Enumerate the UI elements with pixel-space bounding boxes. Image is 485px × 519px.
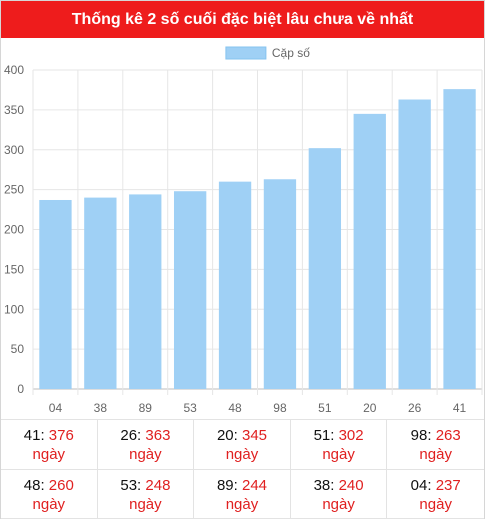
x-tick-label: 26 — [408, 401, 422, 415]
stat-days-value: 263 — [435, 427, 461, 444]
stat-cell: 20: 345 ngày — [194, 420, 291, 470]
x-tick-label: 04 — [49, 401, 63, 415]
stat-unit: ngày — [225, 446, 259, 463]
x-tick-label: 89 — [139, 401, 153, 415]
bar — [84, 197, 117, 389]
stat-separator: : — [233, 476, 242, 494]
stat-separator: : — [233, 427, 242, 444]
stat-separator: : — [330, 476, 339, 494]
stat-unit: ngày — [129, 495, 162, 513]
stat-days-value: 363 — [145, 427, 171, 444]
y-tick-label: 350 — [4, 103, 24, 117]
bar — [443, 89, 476, 389]
x-tick-label: 48 — [228, 401, 242, 415]
bar — [218, 181, 252, 389]
stat-separator: : — [40, 427, 49, 444]
bar-chart: Cặp số 0 50 100 150 200 250 300 350 400 04 38 89 53 48… — [1, 38, 484, 417]
bar — [39, 199, 72, 389]
stat-days-value: 248 — [145, 476, 171, 494]
bar — [398, 99, 431, 389]
stat-unit: ngày — [32, 495, 66, 513]
bar — [173, 191, 207, 389]
stat-number: 89 — [216, 476, 234, 494]
y-tick-label: 0 — [17, 382, 24, 396]
stat-days-value: 237 — [435, 476, 461, 494]
legend-swatch — [225, 46, 267, 60]
stat-cell: 38: 240 ngày — [290, 469, 388, 519]
stat-unit: ngày — [32, 446, 66, 463]
stat-cell: 48: 260 ngày — [1, 469, 98, 519]
stat-unit: ngày — [322, 495, 355, 513]
stat-separator: : — [137, 427, 146, 444]
x-tick-label: 41 — [453, 401, 467, 415]
stat-number: 41 — [23, 427, 41, 444]
bar — [308, 148, 342, 389]
bar — [263, 179, 297, 389]
stat-number: 26 — [120, 427, 138, 444]
x-tick-label: 53 — [183, 401, 197, 415]
y-tick-label: 50 — [11, 342, 25, 356]
stat-separator: : — [427, 427, 436, 444]
x-tick-label: 98 — [273, 401, 287, 415]
stat-number: 98 — [410, 427, 428, 444]
y-tick-label: 400 — [4, 63, 24, 77]
stat-cell: 98: 263 ngày — [387, 420, 484, 470]
stat-number: 38 — [313, 476, 331, 494]
stat-unit: ngày — [129, 446, 162, 463]
y-tick-label: 250 — [4, 183, 24, 197]
chart-svg: Cặp số 0 50 100 150 200 250 300 350 400 04 38 89 53 48… — [4, 46, 483, 415]
stat-number: 51 — [313, 427, 331, 444]
stat-cell: 53: 248 ngày — [97, 469, 195, 519]
stat-unit: ngày — [322, 446, 355, 463]
stat-days-value: 302 — [338, 427, 364, 444]
y-tick-label: 300 — [4, 143, 24, 157]
legend-label: Cặp số — [272, 46, 310, 60]
stat-unit: ngày — [419, 495, 452, 513]
stats-grid: 41: 376 ngày 26: 363 ngày 20: 345 ngày 51: 302… — [1, 419, 484, 519]
stat-number: 04 — [410, 476, 428, 494]
stat-separator: : — [40, 476, 49, 494]
stat-days-value: 240 — [338, 476, 364, 494]
stat-cell: 89: 244 ngày — [194, 469, 291, 519]
stat-number: 53 — [120, 476, 138, 494]
stat-unit: ngày — [419, 446, 452, 463]
stat-cell: 51: 302 ngày — [290, 420, 388, 470]
stat-number: 48 — [23, 476, 41, 494]
stat-cell: 26: 363 ngày — [97, 420, 195, 470]
page-title: Thống kê 2 số cuối đặc biệt lâu chưa về … — [1, 1, 484, 38]
stat-separator: : — [137, 476, 146, 494]
stat-number: 20 — [216, 427, 234, 444]
y-tick-label: 200 — [4, 223, 24, 237]
stat-days-value: 260 — [48, 476, 74, 494]
x-tick-label: 38 — [94, 401, 108, 415]
stat-days-value: 345 — [241, 427, 268, 444]
x-tick-label: 51 — [318, 401, 332, 415]
stat-days-value: 376 — [48, 427, 74, 444]
stat-cell: 04: 237 ngày — [387, 470, 484, 519]
stat-unit: ngày — [225, 495, 259, 513]
y-tick-label: 150 — [4, 262, 24, 276]
x-tick-label: 20 — [363, 401, 377, 415]
y-tick-label: 100 — [4, 302, 24, 316]
bar — [353, 113, 386, 390]
stat-days-value: 244 — [241, 476, 268, 494]
stat-cell: 41: 376 ngày — [1, 420, 98, 470]
bar — [129, 194, 162, 389]
stat-separator: : — [330, 427, 339, 444]
stat-separator: : — [427, 476, 436, 494]
